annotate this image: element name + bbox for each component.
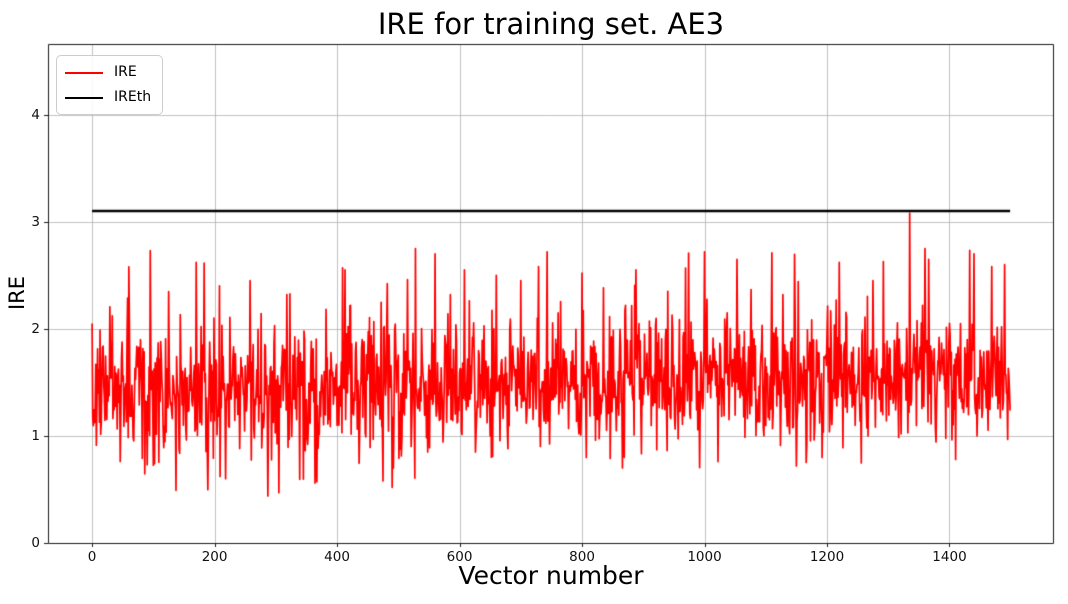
legend: IRE IREth <box>56 55 164 115</box>
legend-line-sample <box>65 71 103 74</box>
x-tick-label: 1400 <box>932 549 967 565</box>
x-tick-label: 600 <box>446 549 473 565</box>
x-tick-label: 1200 <box>809 549 845 565</box>
x-tick-label: 1000 <box>687 549 722 565</box>
x-tick-label: 400 <box>324 549 350 565</box>
legend-item-ireth: IREth <box>65 88 151 107</box>
legend-item-ire: IRE <box>65 63 151 82</box>
x-tick-label: 200 <box>201 549 228 565</box>
y-axis-label: IRE <box>5 275 29 311</box>
legend-label: IRE <box>114 64 137 80</box>
y-tick-label: 1 <box>31 427 40 444</box>
x-axis-label: Vector number <box>458 561 644 590</box>
x-tick-label: 0 <box>87 549 97 565</box>
x-tick-label: 800 <box>569 549 595 565</box>
chart-title: IRE for training set. AE3 <box>377 7 725 41</box>
legend-line-sample <box>65 96 103 99</box>
y-tick-label: 0 <box>31 535 40 551</box>
legend-label: IREth <box>114 89 152 105</box>
y-tick-label: 4 <box>31 106 40 123</box>
y-tick-label: 2 <box>31 320 40 337</box>
y-tick-label: 3 <box>31 213 40 230</box>
